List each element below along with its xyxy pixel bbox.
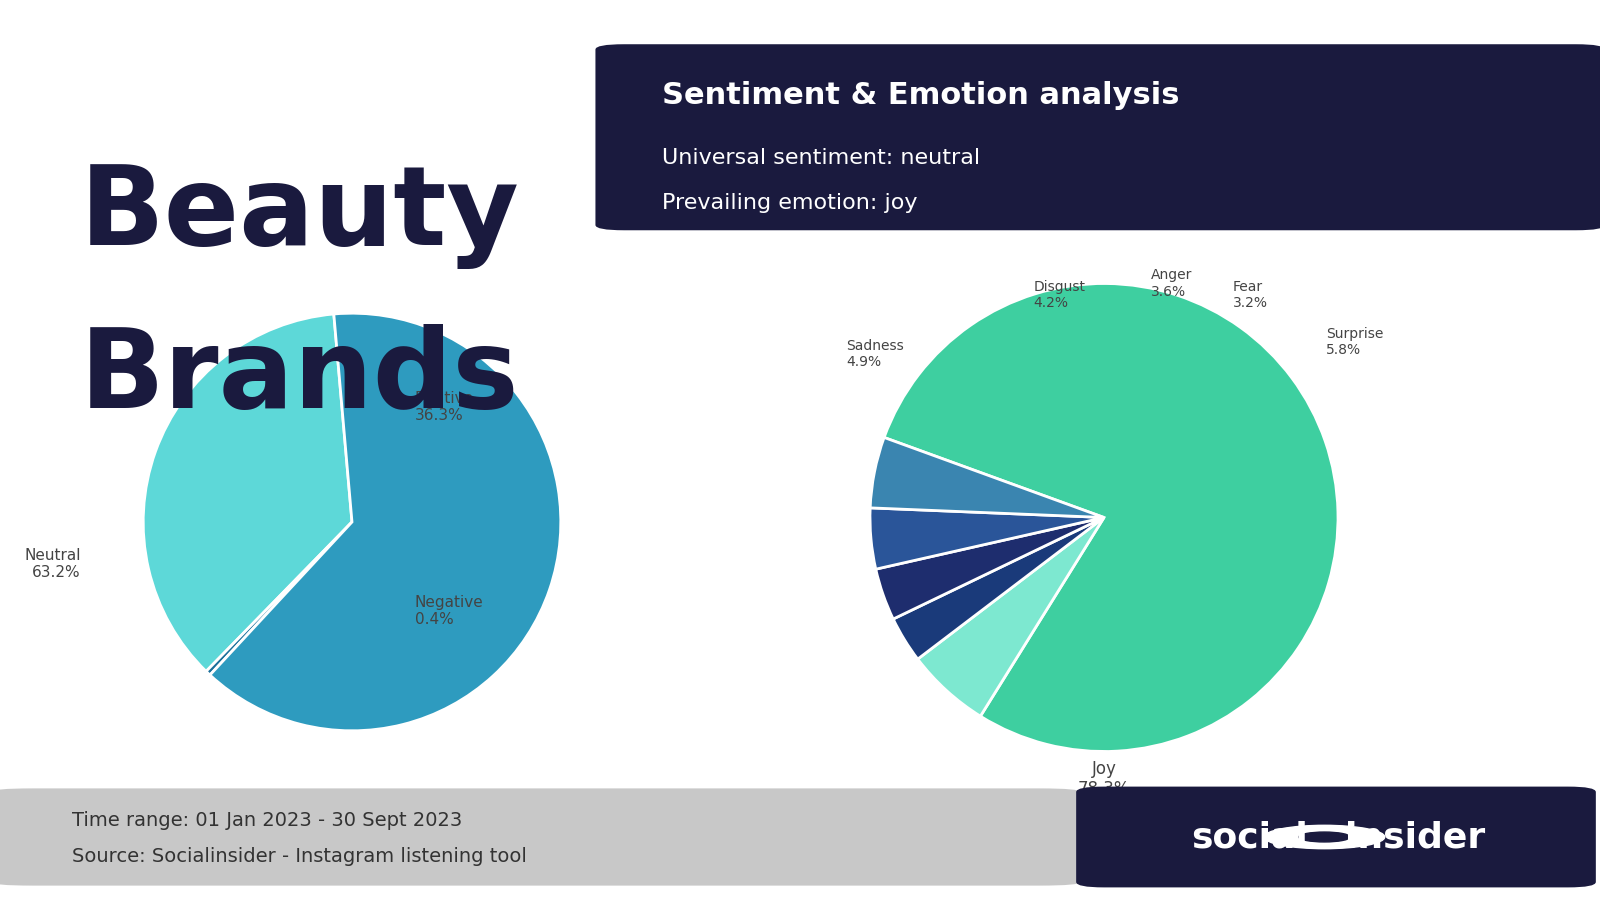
Text: Sadness
4.9%: Sadness 4.9%	[846, 338, 904, 369]
Wedge shape	[144, 314, 352, 671]
FancyBboxPatch shape	[0, 788, 1080, 886]
Wedge shape	[875, 518, 1104, 619]
Wedge shape	[870, 437, 1104, 518]
Wedge shape	[885, 284, 1338, 752]
Text: Disgust
4.2%: Disgust 4.2%	[1034, 280, 1086, 310]
Text: Joy
78.3%: Joy 78.3%	[1078, 760, 1130, 798]
Text: Brands: Brands	[80, 324, 520, 431]
FancyBboxPatch shape	[1077, 787, 1595, 887]
Text: Source: Socialinsider - Instagram listening tool: Source: Socialinsider - Instagram listen…	[72, 847, 526, 867]
Text: Surprise
5.8%: Surprise 5.8%	[1326, 327, 1384, 357]
Wedge shape	[210, 313, 560, 731]
Text: Neutral
63.2%: Neutral 63.2%	[24, 547, 80, 580]
Text: Universal sentiment: neutral: Universal sentiment: neutral	[662, 148, 981, 167]
FancyBboxPatch shape	[595, 44, 1600, 230]
Wedge shape	[206, 522, 352, 675]
Text: social: social	[1192, 820, 1309, 854]
Text: Negative
0.4%: Negative 0.4%	[414, 595, 483, 627]
Wedge shape	[870, 508, 1104, 569]
Circle shape	[1264, 825, 1384, 849]
Wedge shape	[918, 518, 1104, 716]
Text: Sentiment & Emotion analysis: Sentiment & Emotion analysis	[662, 81, 1179, 110]
Text: Prevailing emotion: joy: Prevailing emotion: joy	[662, 194, 917, 213]
Text: Positive
36.3%: Positive 36.3%	[414, 391, 474, 423]
Wedge shape	[893, 518, 1104, 659]
Text: Fear
3.2%: Fear 3.2%	[1232, 280, 1267, 310]
Text: Beauty: Beauty	[80, 162, 520, 269]
Circle shape	[1299, 832, 1350, 842]
Text: Time range: 01 Jan 2023 - 30 Sept 2023: Time range: 01 Jan 2023 - 30 Sept 2023	[72, 811, 462, 831]
Text: Anger
3.6%: Anger 3.6%	[1150, 268, 1192, 299]
Text: insider: insider	[1346, 820, 1485, 854]
